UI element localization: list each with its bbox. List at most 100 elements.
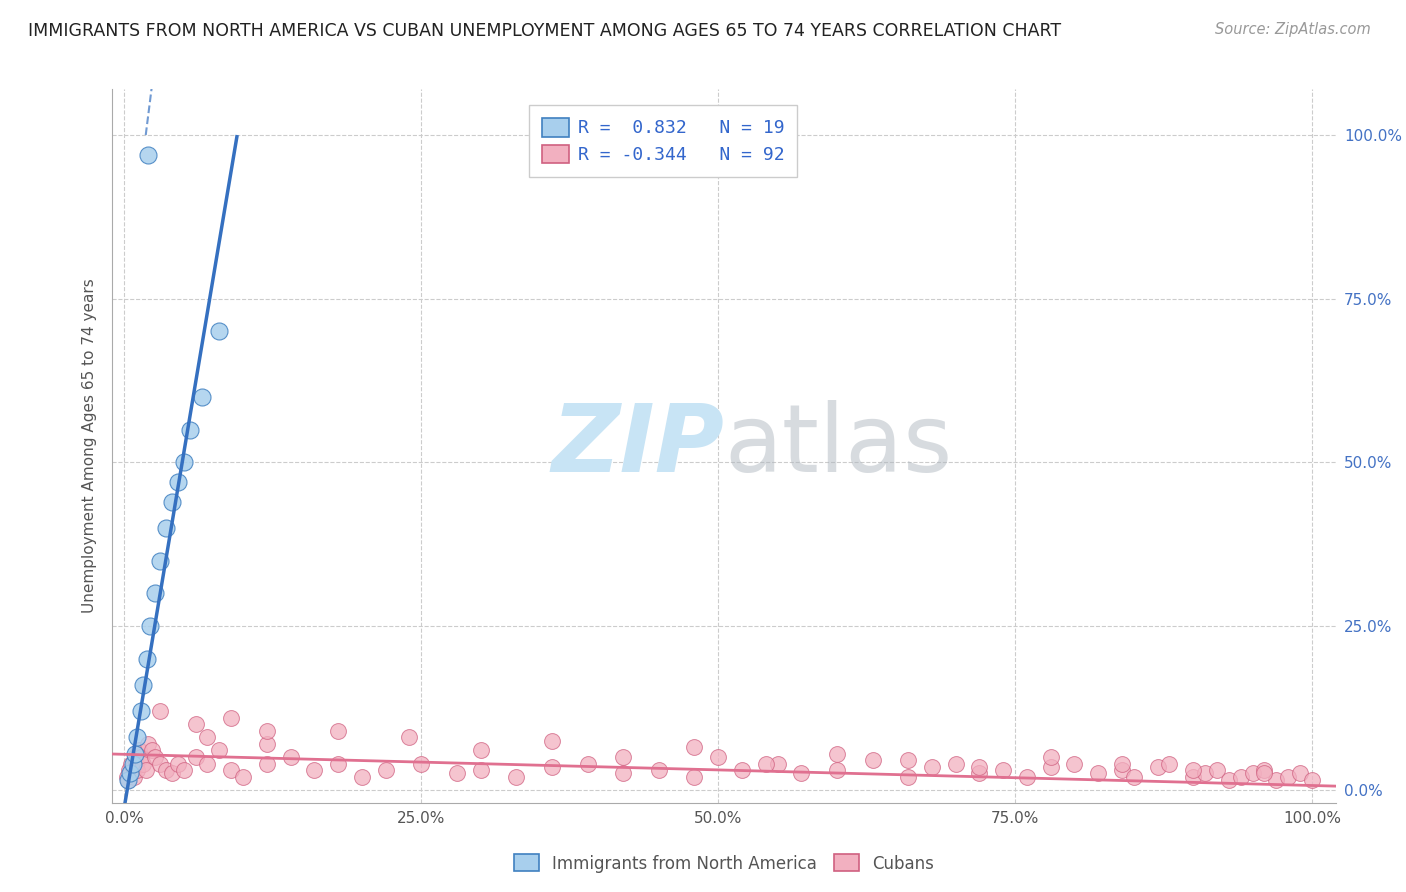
Point: [197, 756, 219, 771]
Point: [143, 750, 166, 764]
Point: [135, 763, 157, 777]
Point: [505, 770, 527, 784]
Point: [1122, 770, 1144, 784]
Point: [648, 763, 671, 777]
Text: IMMIGRANTS FROM NORTH AMERICA VS CUBAN UNEMPLOYMENT AMONG AGES 65 TO 74 YEARS CO: IMMIGRANTS FROM NORTH AMERICA VS CUBAN U…: [28, 22, 1062, 40]
Point: [121, 756, 143, 771]
Point: [120, 766, 142, 780]
Point: [117, 772, 139, 787]
Point: [612, 750, 634, 764]
Point: [350, 770, 373, 784]
Point: [1301, 772, 1323, 787]
Point: [136, 147, 159, 161]
Point: [304, 763, 326, 777]
Point: [121, 760, 143, 774]
Point: [862, 753, 884, 767]
Point: [470, 763, 492, 777]
Point: [1111, 756, 1133, 771]
Point: [969, 760, 991, 774]
Point: [280, 750, 302, 764]
Point: [790, 766, 813, 780]
Point: [1253, 763, 1275, 777]
Point: [155, 521, 177, 535]
Legend: Immigrants from North America, Cubans: Immigrants from North America, Cubans: [508, 847, 941, 880]
Point: [1289, 766, 1312, 780]
Point: [149, 553, 172, 567]
Point: [945, 756, 967, 771]
Point: [160, 766, 183, 780]
Text: Source: ZipAtlas.com: Source: ZipAtlas.com: [1215, 22, 1371, 37]
Point: [125, 756, 148, 771]
Point: [115, 770, 138, 784]
Point: [969, 766, 991, 780]
Point: [1253, 766, 1275, 780]
Point: [1229, 770, 1251, 784]
Point: [132, 678, 155, 692]
Point: [1039, 760, 1062, 774]
Point: [683, 740, 706, 755]
Point: [122, 770, 145, 784]
Point: [179, 423, 201, 437]
Point: [326, 756, 349, 771]
Point: [118, 763, 141, 777]
Point: [1182, 770, 1205, 784]
Point: [1206, 763, 1229, 777]
Point: [1265, 772, 1288, 787]
Point: [991, 763, 1014, 777]
Point: [897, 770, 920, 784]
Y-axis label: Unemployment Among Ages 65 to 74 years: Unemployment Among Ages 65 to 74 years: [82, 278, 97, 614]
Point: [117, 772, 139, 787]
Point: [1277, 770, 1299, 784]
Point: [374, 763, 396, 777]
Point: [141, 743, 163, 757]
Point: [1241, 766, 1264, 780]
Point: [1218, 772, 1240, 787]
Point: [825, 747, 848, 761]
Point: [143, 586, 166, 600]
Point: [139, 619, 162, 633]
Point: [184, 717, 207, 731]
Point: [470, 743, 492, 757]
Point: [1111, 763, 1133, 777]
Point: [127, 731, 149, 745]
Point: [184, 750, 207, 764]
Point: [256, 756, 278, 771]
Point: [135, 652, 157, 666]
Point: [127, 763, 149, 777]
Point: [129, 704, 152, 718]
Point: [232, 770, 254, 784]
Point: [411, 756, 433, 771]
Point: [707, 750, 730, 764]
Point: [219, 711, 242, 725]
Point: [921, 760, 943, 774]
Point: [136, 737, 159, 751]
Point: [766, 756, 789, 771]
Point: [219, 763, 242, 777]
Point: [825, 763, 848, 777]
Text: ZIP: ZIP: [551, 400, 724, 492]
Point: [541, 733, 564, 747]
Point: [1063, 756, 1085, 771]
Point: [173, 455, 195, 469]
Point: [120, 766, 142, 780]
Point: [155, 763, 177, 777]
Point: [149, 704, 172, 718]
Point: [1146, 760, 1168, 774]
Point: [398, 731, 420, 745]
Point: [121, 756, 143, 771]
Point: [208, 743, 231, 757]
Point: [541, 760, 564, 774]
Point: [166, 756, 188, 771]
Point: [190, 390, 212, 404]
Point: [612, 766, 634, 780]
Point: [124, 747, 146, 761]
Text: atlas: atlas: [724, 400, 952, 492]
Point: [897, 753, 920, 767]
Point: [173, 763, 195, 777]
Point: [755, 756, 778, 771]
Point: [1015, 770, 1038, 784]
Point: [208, 325, 231, 339]
Point: [149, 756, 172, 771]
Point: [256, 737, 278, 751]
Point: [1182, 763, 1205, 777]
